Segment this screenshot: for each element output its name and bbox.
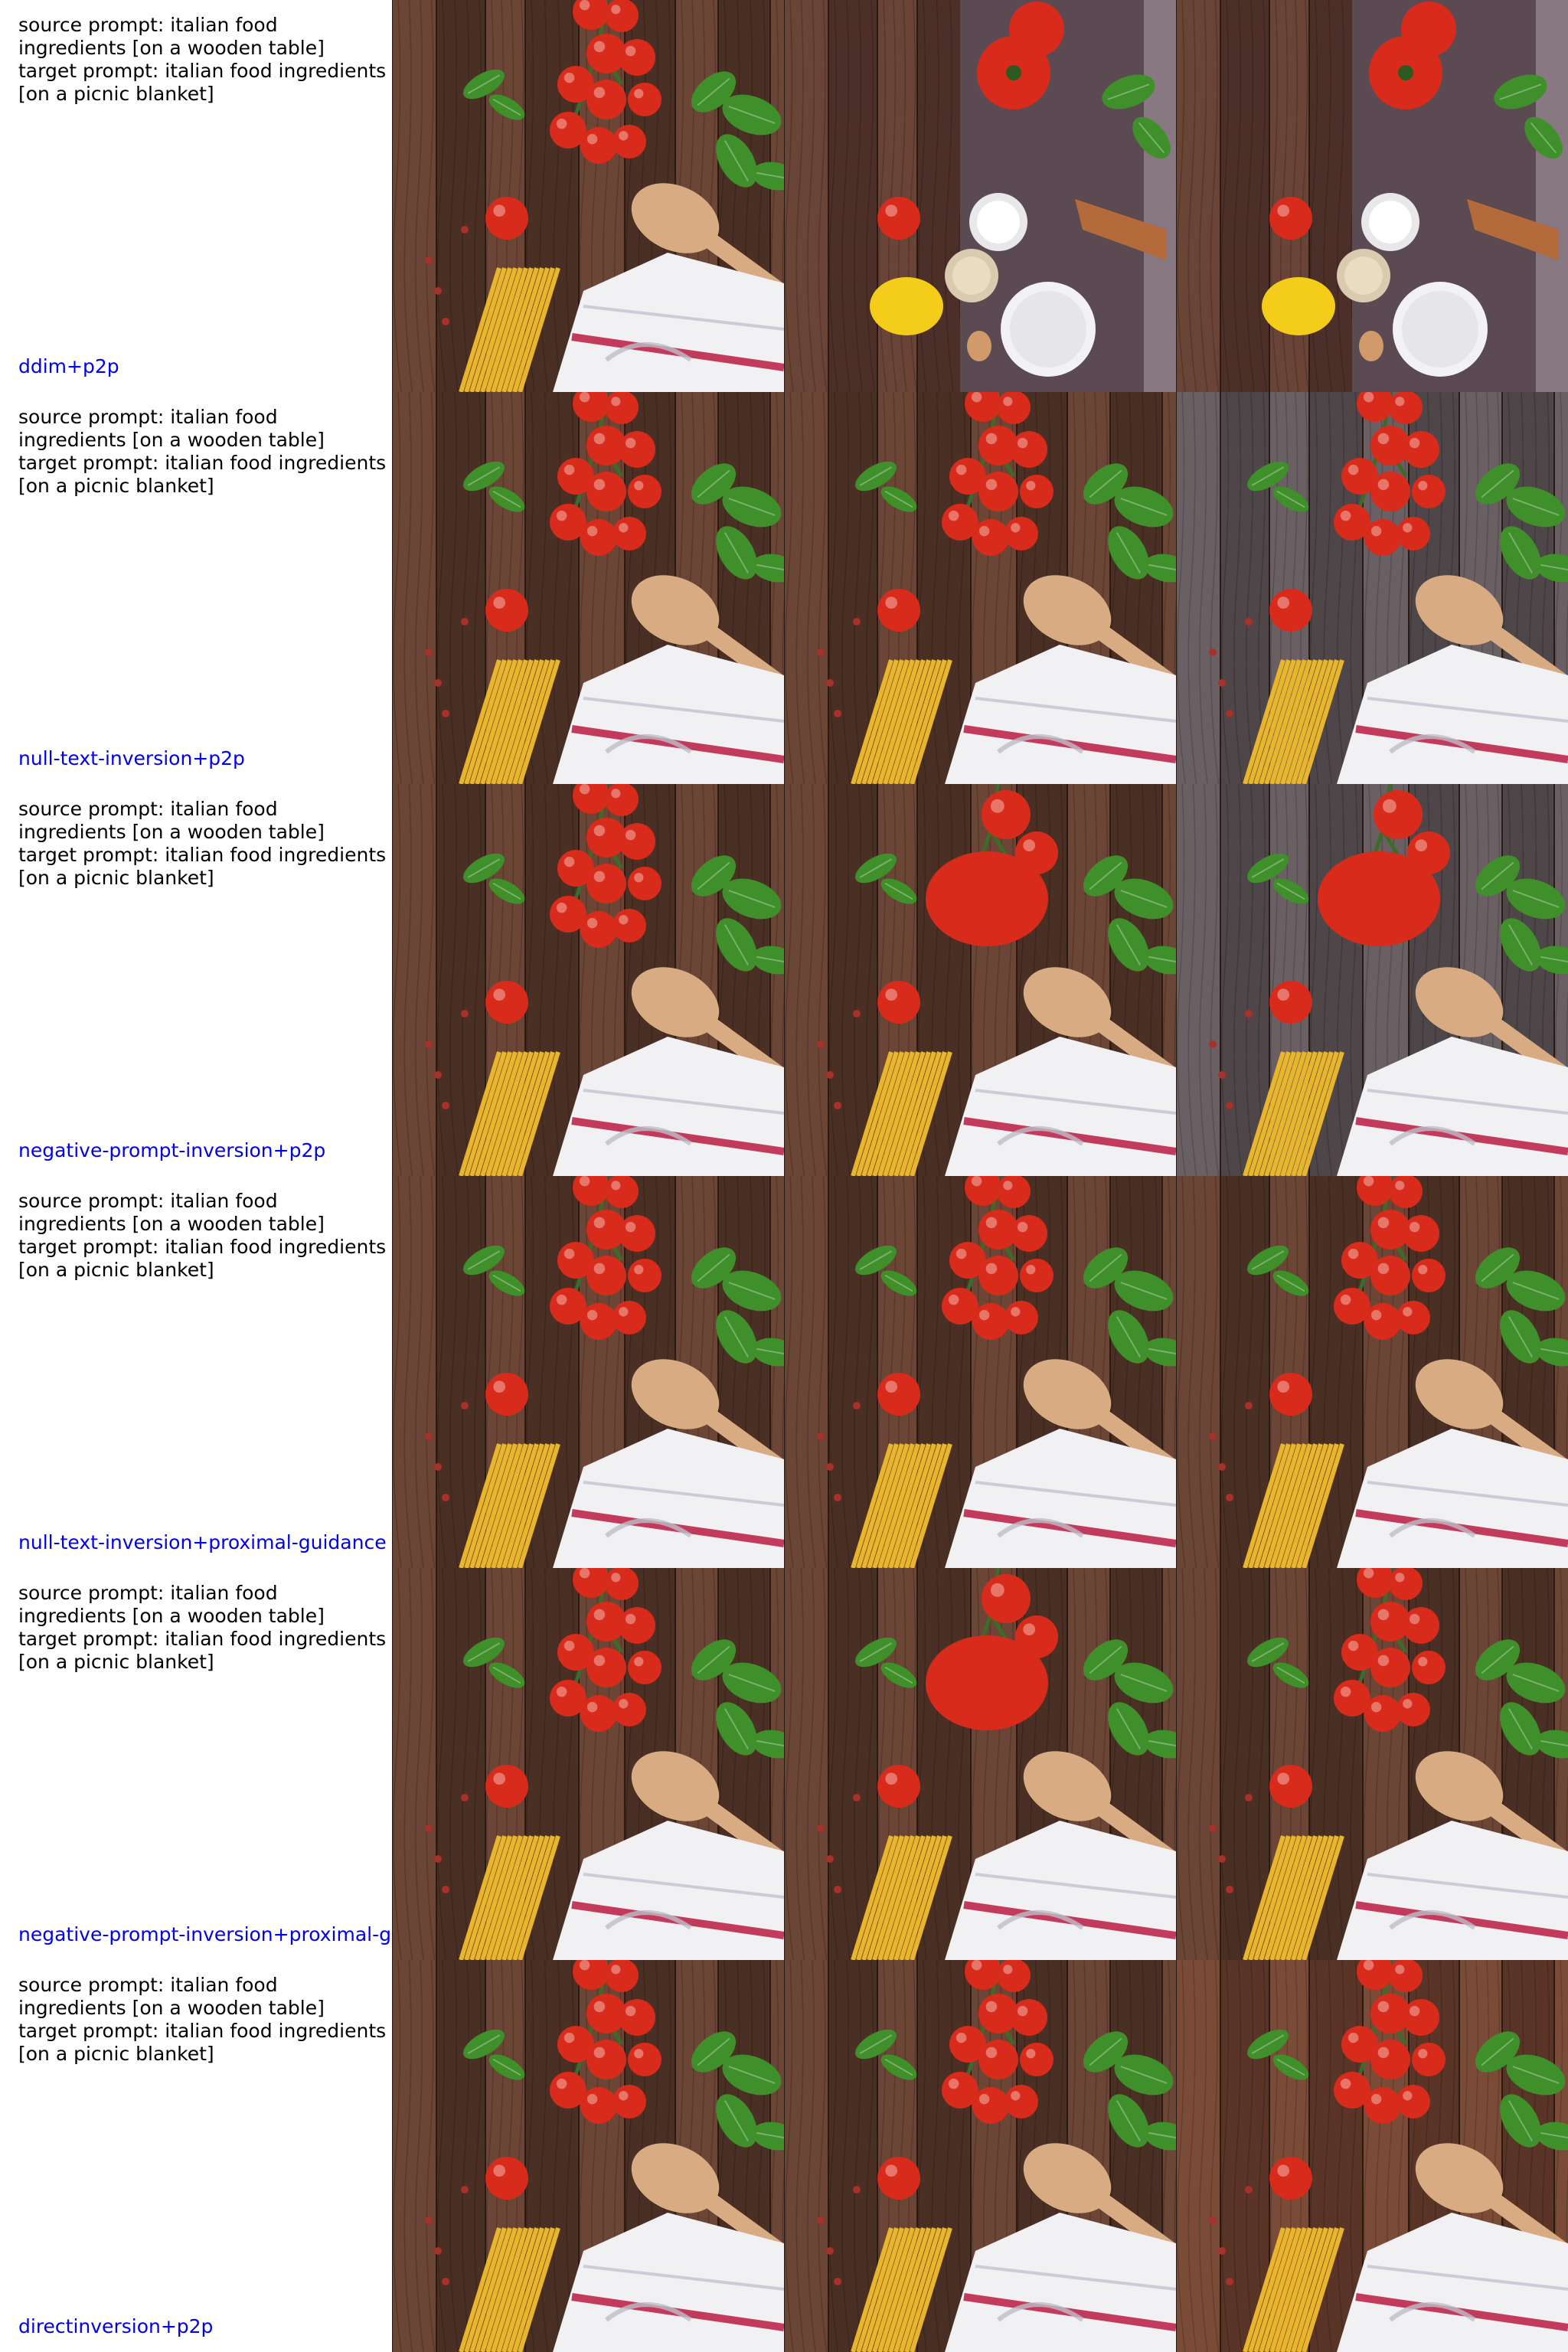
method-label: null-text-inversion+p2p xyxy=(18,747,245,769)
row-label-panel: source prompt: italian food ingredients … xyxy=(0,0,392,392)
prompt-text: source prompt: italian food ingredients … xyxy=(18,1974,387,2065)
source-image xyxy=(392,1176,784,1568)
row-label-panel: source prompt: italian food ingredients … xyxy=(0,1568,392,1960)
edited-image xyxy=(784,1960,1176,2352)
edited-image xyxy=(784,784,1176,1176)
edited-image xyxy=(1176,392,1568,784)
edited-image xyxy=(1176,1960,1568,2352)
source-image xyxy=(392,0,784,392)
grid-row: source prompt: italian food ingredients … xyxy=(0,784,1568,1176)
edited-image xyxy=(1176,0,1568,392)
edited-image xyxy=(784,1568,1176,1960)
edited-image xyxy=(1176,1176,1568,1568)
edited-image xyxy=(1176,784,1568,1176)
method-label: negative-prompt-inversion+proximal-g xyxy=(18,1923,391,1945)
grid-row: source prompt: italian food ingredients … xyxy=(0,1568,1568,1960)
prompt-text: source prompt: italian food ingredients … xyxy=(18,1190,387,1281)
prompt-text: source prompt: italian food ingredients … xyxy=(18,798,387,889)
prompt-text: source prompt: italian food ingredients … xyxy=(18,406,387,497)
source-image xyxy=(392,1960,784,2352)
grid-row: source prompt: italian food ingredients … xyxy=(0,392,1568,784)
edited-image xyxy=(784,0,1176,392)
grid-row: source prompt: italian food ingredients … xyxy=(0,1960,1568,2352)
edited-image xyxy=(784,392,1176,784)
method-label: ddim+p2p xyxy=(18,355,119,377)
row-label-panel: source prompt: italian food ingredients … xyxy=(0,1960,392,2352)
method-label: null-text-inversion+proximal-guidance xyxy=(18,1531,387,1553)
method-label: negative-prompt-inversion+p2p xyxy=(18,1139,326,1161)
grid-row: source prompt: italian food ingredients … xyxy=(0,1176,1568,1568)
edited-image xyxy=(784,1176,1176,1568)
grid-row: source prompt: italian food ingredients … xyxy=(0,0,1568,392)
source-image xyxy=(392,784,784,1176)
source-image xyxy=(392,1568,784,1960)
prompt-text: source prompt: italian food ingredients … xyxy=(18,1582,387,1673)
edited-image xyxy=(1176,1568,1568,1960)
source-image xyxy=(392,392,784,784)
prompt-text: source prompt: italian food ingredients … xyxy=(18,14,387,105)
row-label-panel: source prompt: italian food ingredients … xyxy=(0,784,392,1176)
row-label-panel: source prompt: italian food ingredients … xyxy=(0,392,392,784)
row-label-panel: source prompt: italian food ingredients … xyxy=(0,1176,392,1568)
method-label: directinversion+p2p xyxy=(18,2315,214,2337)
